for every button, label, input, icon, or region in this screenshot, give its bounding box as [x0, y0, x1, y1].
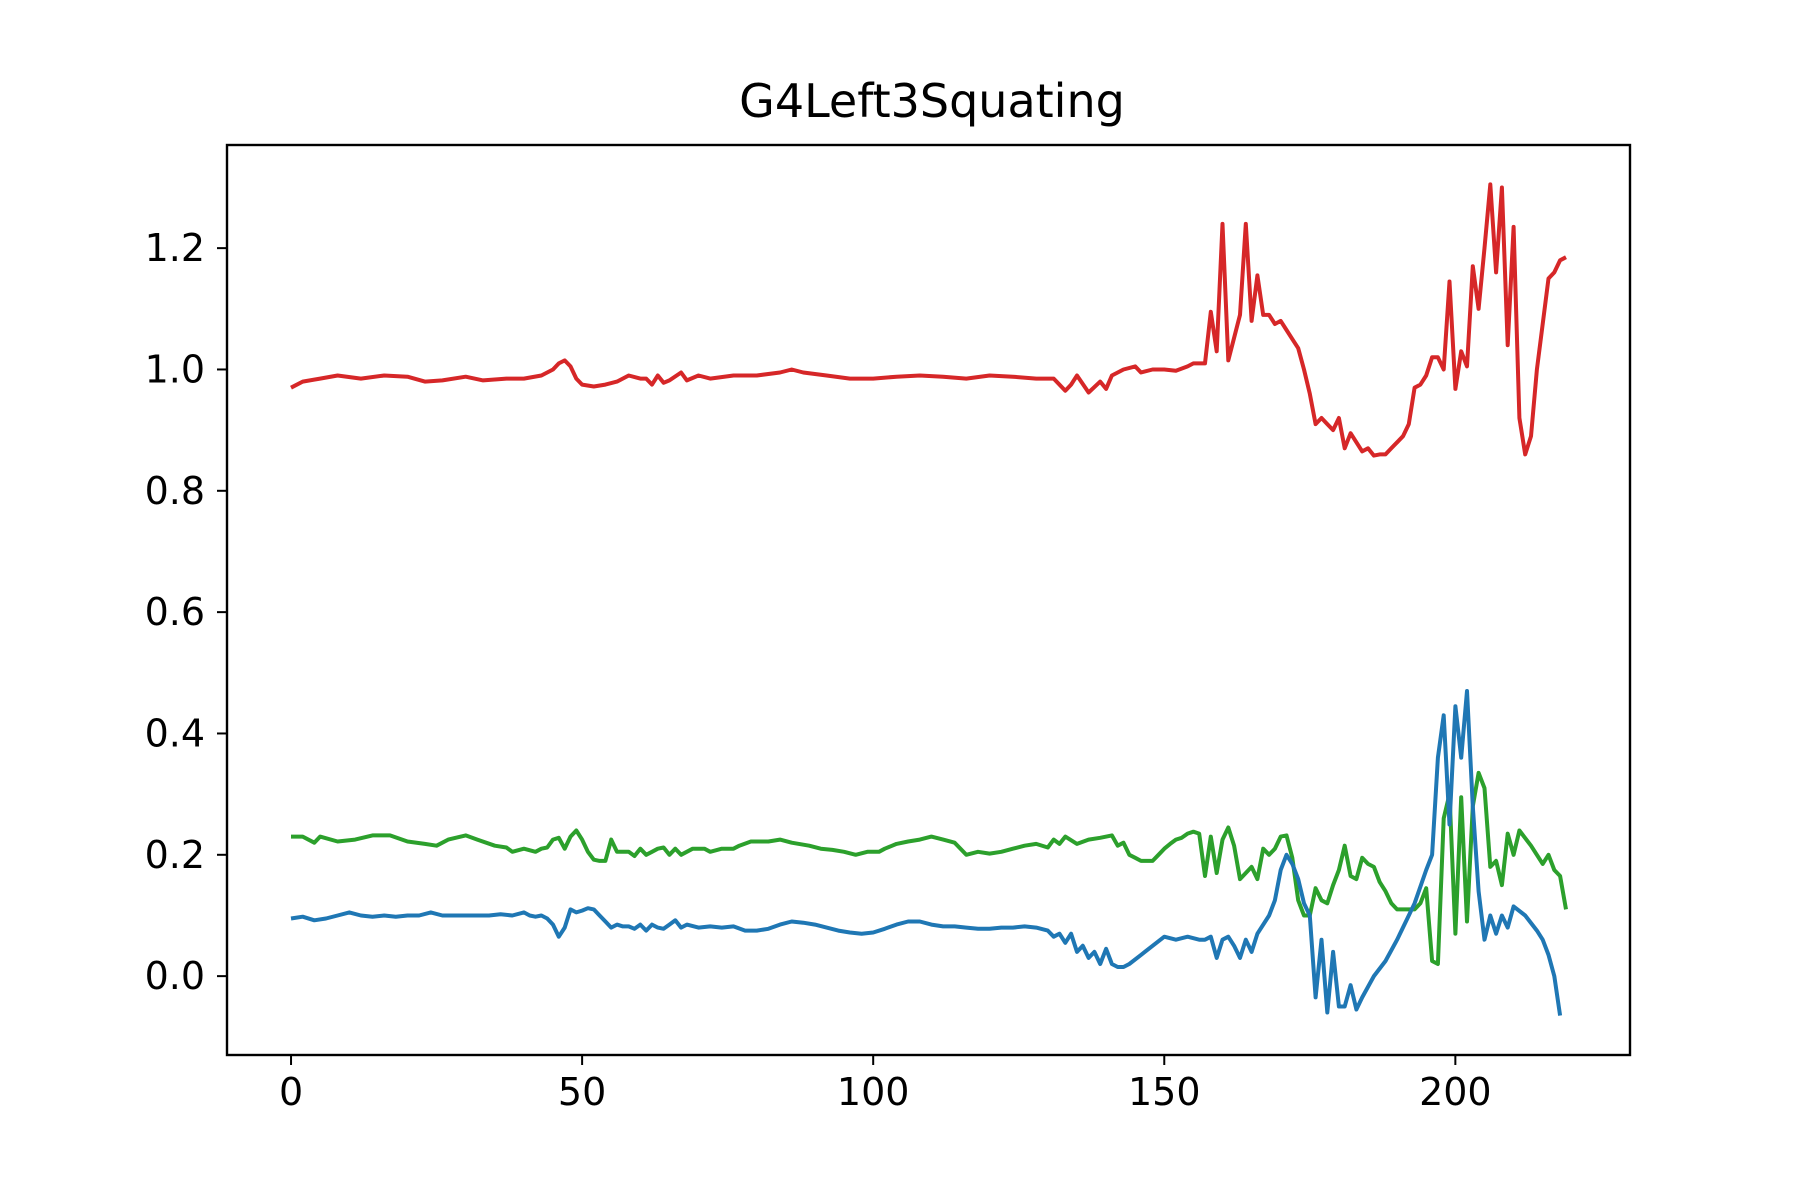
- y-tick-label: 0.0: [145, 954, 205, 998]
- plot-frame: [225, 143, 1632, 1057]
- x-tick-label: 150: [1128, 1070, 1201, 1114]
- x-tick-label: 100: [837, 1070, 910, 1114]
- series-layer: [290, 182, 1568, 1016]
- x-axis: 0 50 100 150 200: [279, 1055, 1492, 1114]
- series-line-2: [291, 770, 1568, 966]
- y-tick-label: 0.2: [145, 833, 205, 877]
- y-tick-label: 0.4: [145, 711, 205, 755]
- series-line-3: [290, 689, 1563, 1016]
- y-tick-label: 0.6: [145, 590, 205, 634]
- y-axis: 0.0 0.2 0.4 0.6 0.8 1.0 1.2: [145, 226, 227, 998]
- series-line-1: [290, 182, 1567, 458]
- x-tick-label: 50: [558, 1070, 606, 1114]
- y-tick-label: 1.2: [145, 226, 205, 270]
- y-tick-label: 0.8: [145, 469, 205, 513]
- y-tick-label: 1.0: [145, 347, 205, 391]
- x-tick-label: 0: [279, 1070, 303, 1114]
- x-tick-label: 200: [1419, 1070, 1492, 1114]
- chart-title: G4Left3Squating: [739, 74, 1125, 128]
